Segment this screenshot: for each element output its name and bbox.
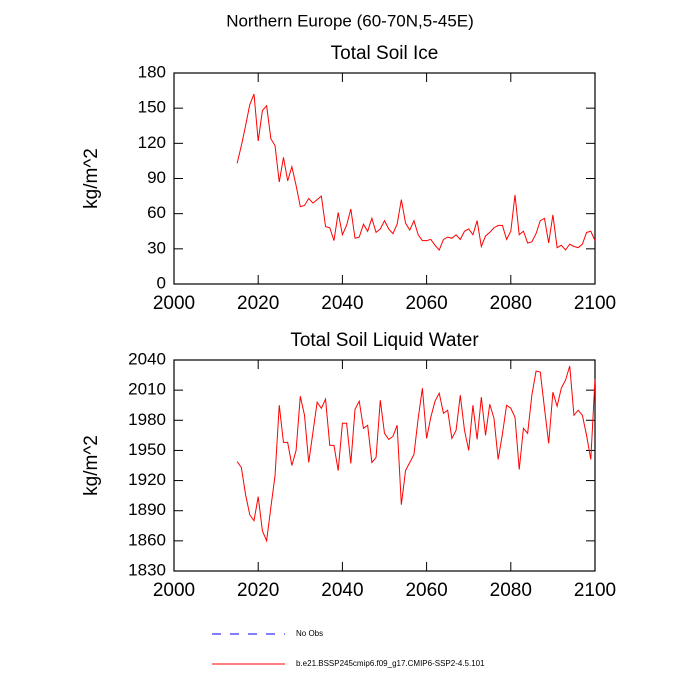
x-tick-label: 2100 — [574, 580, 616, 601]
y-tick-label: 90 — [147, 168, 166, 187]
x-tick-label: 2020 — [237, 293, 279, 314]
y-tick-label: 180 — [138, 62, 166, 81]
y-tick-label: 60 — [147, 203, 166, 222]
y-tick-label: 1950 — [128, 440, 166, 459]
x-tick-label: 2020 — [237, 580, 279, 601]
x-tick-label: 2100 — [574, 293, 616, 314]
x-tick-label: 2040 — [321, 293, 363, 314]
data-line — [236, 365, 596, 543]
x-tick-label: 2080 — [490, 293, 532, 314]
plot-frame — [173, 359, 596, 572]
y-axis-label: kg/m^2 — [81, 148, 102, 209]
y-tick-label: 1890 — [128, 500, 166, 519]
y-tick-label: 150 — [138, 98, 166, 117]
plot-frame — [173, 72, 596, 285]
y-tick-label: 1980 — [128, 410, 166, 429]
figure-title: Northern Europe (60-70N,5-45E) — [226, 11, 474, 30]
x-tick-label: 2000 — [153, 293, 195, 314]
y-tick-label: 1920 — [128, 470, 166, 489]
x-tick-label: 2000 — [153, 580, 195, 601]
data-line — [236, 93, 596, 251]
panel-title: Total Soil Liquid Water — [290, 330, 479, 351]
y-tick-label: 1860 — [128, 530, 166, 549]
y-tick-label: 2010 — [128, 380, 166, 399]
x-tick-label: 2040 — [321, 580, 363, 601]
y-axis-label: kg/m^2 — [81, 435, 102, 496]
x-tick-label: 2080 — [490, 580, 532, 601]
x-tick-label: 2060 — [405, 580, 447, 601]
y-tick-label: 2040 — [128, 349, 166, 368]
panel-title: Total Soil Ice — [331, 43, 439, 64]
x-tick-label: 2060 — [405, 293, 447, 314]
y-tick-label: 30 — [147, 238, 166, 257]
legend-label: b.e21.BSSP245cmip6.f09_g17.CMIP6-SSP2-4.… — [296, 659, 485, 668]
y-tick-label: 1830 — [128, 560, 166, 579]
y-tick-label: 120 — [138, 133, 166, 152]
y-tick-label: 0 — [157, 273, 166, 292]
legend-label: No Obs — [296, 629, 323, 638]
